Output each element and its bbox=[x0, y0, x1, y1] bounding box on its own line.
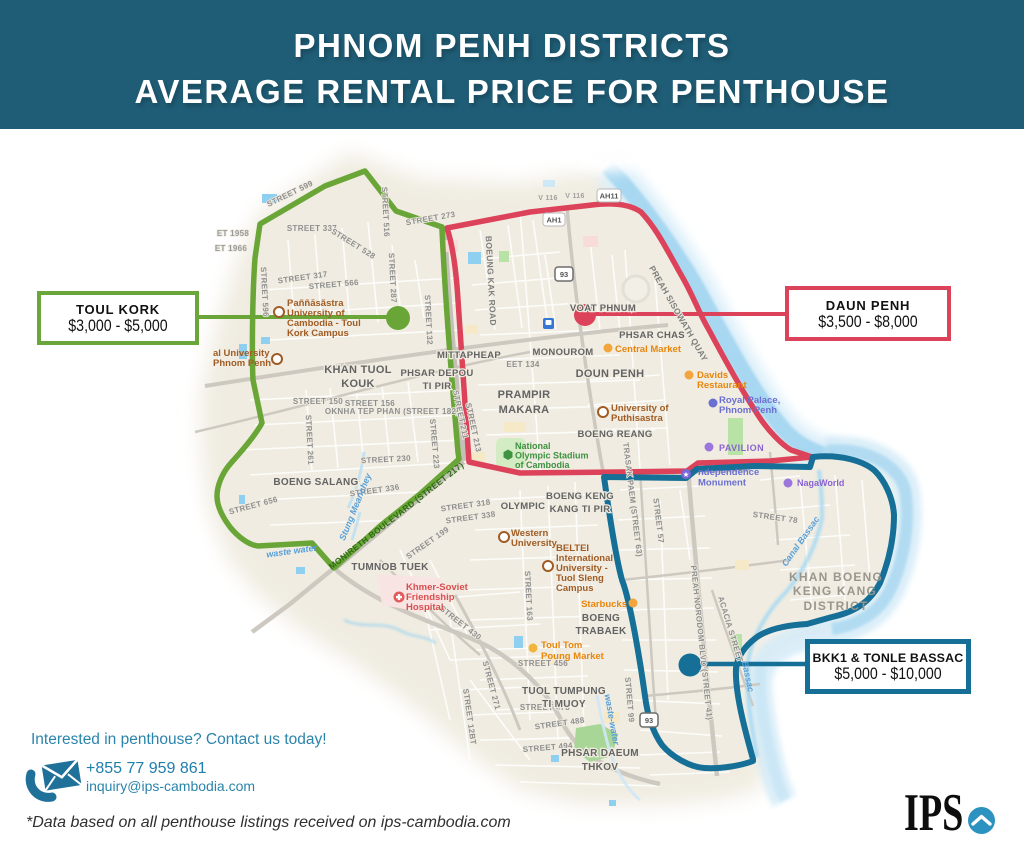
svg-text:OKNHA TEP PHAN (STREET 182): OKNHA TEP PHAN (STREET 182) bbox=[325, 407, 459, 416]
svg-text:NagaWorld: NagaWorld bbox=[797, 478, 844, 488]
svg-text:Kork Campus: Kork Campus bbox=[287, 328, 349, 339]
svg-text:BOENG SALANG: BOENG SALANG bbox=[273, 477, 358, 488]
svg-text:MITTAPHEAP: MITTAPHEAP bbox=[437, 350, 501, 361]
svg-text:Monument: Monument bbox=[698, 478, 747, 489]
svg-text:KHAN BOENG: KHAN BOENG bbox=[789, 570, 883, 584]
svg-text:University -: University - bbox=[556, 563, 608, 574]
svg-text:Restaurant: Restaurant bbox=[697, 380, 747, 391]
svg-text:DOUN PENH: DOUN PENH bbox=[576, 368, 645, 380]
svg-text:STREET 596: STREET 596 bbox=[259, 267, 271, 318]
svg-text:BOENG KENG: BOENG KENG bbox=[546, 491, 614, 502]
svg-text:TRABAEK: TRABAEK bbox=[576, 626, 627, 637]
svg-text:Western: Western bbox=[511, 528, 549, 539]
svg-text:Poung Market: Poung Market bbox=[541, 651, 605, 662]
svg-text:KANG TI PIR: KANG TI PIR bbox=[550, 504, 611, 515]
svg-text:STREET 516: STREET 516 bbox=[380, 187, 392, 238]
svg-text:ndependence: ndependence bbox=[698, 467, 759, 478]
svg-text:University: University bbox=[511, 538, 558, 549]
svg-text:Phnom Penh: Phnom Penh bbox=[213, 358, 271, 369]
svg-text:Starbucks: Starbucks bbox=[581, 599, 627, 610]
svg-text:THKOV: THKOV bbox=[582, 762, 619, 773]
svg-text:TI MUOY: TI MUOY bbox=[542, 699, 586, 710]
svg-text:Friendship: Friendship bbox=[406, 592, 455, 603]
svg-text:★: ★ bbox=[683, 470, 690, 479]
svg-text:National: National bbox=[515, 441, 551, 451]
svg-text:AH1: AH1 bbox=[546, 216, 561, 225]
svg-text:AH11: AH11 bbox=[600, 192, 619, 201]
svg-text:PAVILION: PAVILION bbox=[719, 443, 764, 453]
svg-text:STREET 150: STREET 150 bbox=[293, 397, 343, 406]
svg-text:ET 1958: ET 1958 bbox=[217, 229, 250, 238]
svg-text:KHAN TUOL: KHAN TUOL bbox=[324, 364, 391, 376]
svg-text:TUOL TUMPUNG: TUOL TUMPUNG bbox=[522, 686, 606, 697]
svg-text:al University: al University bbox=[213, 348, 270, 359]
svg-text:of Cambodia: of Cambodia bbox=[515, 460, 570, 470]
svg-text:PHSAR DEPOU: PHSAR DEPOU bbox=[401, 368, 474, 379]
svg-text:BOENG REANG: BOENG REANG bbox=[577, 429, 652, 440]
svg-text:STREET 132: STREET 132 bbox=[423, 295, 435, 346]
svg-text:OLYMPIC: OLYMPIC bbox=[501, 501, 546, 512]
svg-text:DISTRICT: DISTRICT bbox=[804, 599, 869, 613]
svg-text:93: 93 bbox=[560, 270, 568, 279]
svg-text:VOAT PHNUM: VOAT PHNUM bbox=[570, 303, 636, 314]
svg-text:TUMNOB TUEK: TUMNOB TUEK bbox=[351, 562, 429, 573]
svg-text:University of: University of bbox=[611, 403, 669, 414]
svg-text:V 116: V 116 bbox=[565, 193, 584, 200]
svg-text:STREET 337: STREET 337 bbox=[287, 224, 337, 233]
svg-text:Puthisastra: Puthisastra bbox=[611, 413, 663, 424]
svg-text:International: International bbox=[556, 553, 613, 564]
svg-text:Phnom Penh: Phnom Penh bbox=[719, 405, 777, 416]
svg-text:KOUK: KOUK bbox=[341, 378, 375, 390]
svg-text:STREET 261: STREET 261 bbox=[304, 415, 316, 466]
svg-text:Royal Palace,: Royal Palace, bbox=[719, 395, 780, 406]
svg-text:PRAMPIR: PRAMPIR bbox=[498, 389, 551, 401]
svg-text:STREET 156: STREET 156 bbox=[345, 399, 395, 408]
svg-text:STREET 230: STREET 230 bbox=[361, 454, 412, 466]
svg-text:STREET 287: STREET 287 bbox=[387, 253, 399, 304]
svg-text:V 116: V 116 bbox=[538, 195, 557, 202]
svg-text:Olympic Stadium: Olympic Stadium bbox=[515, 451, 589, 461]
svg-text:Toul Tom: Toul Tom bbox=[541, 640, 582, 651]
svg-text:Campus: Campus bbox=[556, 583, 593, 594]
svg-text:PHSAR DAEUM: PHSAR DAEUM bbox=[561, 748, 639, 759]
svg-text:MAKARA: MAKARA bbox=[499, 404, 550, 416]
svg-text:ET 1966: ET 1966 bbox=[215, 244, 248, 253]
svg-text:Tuol Sleng: Tuol Sleng bbox=[556, 573, 604, 584]
svg-text:STREET 456: STREET 456 bbox=[518, 659, 568, 668]
svg-text:MONOUROM: MONOUROM bbox=[533, 347, 594, 358]
svg-text:STREET 478: STREET 478 bbox=[520, 703, 570, 712]
svg-text:EET 134: EET 134 bbox=[506, 360, 539, 369]
svg-text:Davids: Davids bbox=[697, 370, 728, 381]
svg-text:KENG KANG: KENG KANG bbox=[793, 584, 877, 598]
svg-text:Khmer-Soviet: Khmer-Soviet bbox=[406, 582, 469, 593]
svg-text:STREET 163: STREET 163 bbox=[523, 571, 535, 622]
svg-text:Paññāsãstra: Paññāsãstra bbox=[287, 298, 344, 309]
svg-text:TI PIR: TI PIR bbox=[423, 381, 452, 392]
svg-text:University of: University of bbox=[287, 308, 345, 319]
svg-text:Cambodia - Toul: Cambodia - Toul bbox=[287, 318, 361, 329]
svg-text:BELTEI: BELTEI bbox=[556, 543, 589, 554]
svg-text:93: 93 bbox=[645, 716, 653, 725]
svg-text:PHSAR CHAS: PHSAR CHAS bbox=[619, 330, 685, 341]
svg-text:Hospital: Hospital bbox=[406, 602, 443, 613]
svg-text:Central Market: Central Market bbox=[615, 344, 682, 355]
svg-text:BOENG: BOENG bbox=[582, 613, 620, 624]
